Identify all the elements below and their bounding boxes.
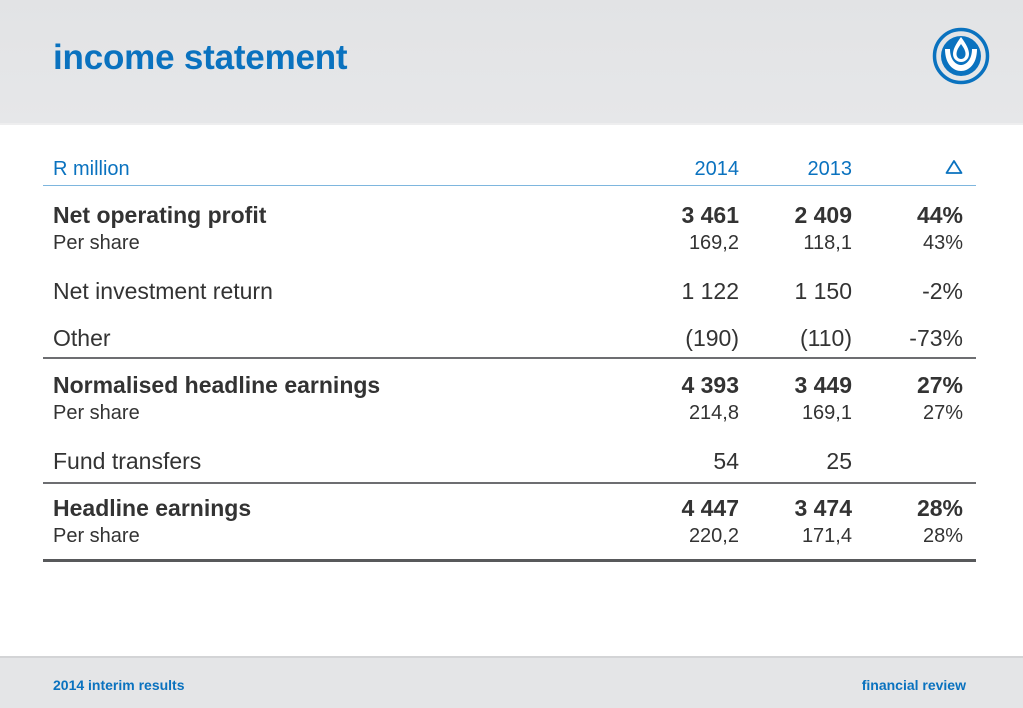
- row-divider: [43, 357, 976, 359]
- row-label: Other: [53, 325, 111, 351]
- cell-delta: 43%: [922, 232, 963, 254]
- table-bottom-rule: [43, 559, 976, 562]
- footer-band: 2014 interim results financial review: [0, 656, 1023, 708]
- cell-2013: (110): [800, 325, 852, 351]
- row-label: Normalised headline earnings: [53, 372, 381, 398]
- cell-delta: 28%: [916, 495, 963, 521]
- footer-left-text: 2014 interim results: [53, 677, 185, 693]
- cell-2014: 4 393: [681, 372, 739, 398]
- cell-delta: 28%: [922, 525, 963, 547]
- cell-2013: 118,1: [803, 232, 852, 254]
- income-statement-table: R million 2014 2013 Net operating profit…: [43, 150, 976, 562]
- row-label: Per share: [53, 402, 140, 424]
- cell-2014: 54: [713, 448, 739, 474]
- row-label: Per share: [53, 525, 140, 547]
- group-net-operating-profit: Net operating profit 3 461 2 409 44% Per…: [43, 202, 976, 258]
- cell-2014: 220,2: [688, 525, 739, 547]
- table-row: Net operating profit 3 461 2 409 44%: [43, 202, 976, 232]
- table-row: Headline earnings 4 447 3 474 28%: [43, 495, 976, 525]
- table-row: Net investment return 1 122 1 150 -2%: [43, 278, 976, 308]
- cell-2014: 4 447: [681, 495, 739, 521]
- cell-2014: 214,8: [688, 402, 739, 424]
- table-row: Normalised headline earnings 4 393 3 449…: [43, 372, 976, 402]
- row-label: Per share: [53, 232, 140, 254]
- header-band: income statement: [0, 0, 1023, 125]
- table-row: Other (190) (110) -73%: [43, 325, 976, 355]
- cell-delta: 44%: [916, 202, 963, 228]
- table-row: Fund transfers 54 25: [43, 448, 976, 478]
- row-divider: [43, 482, 976, 484]
- cell-delta: 27%: [922, 402, 963, 424]
- group-fund-transfers: Fund transfers 54 25: [43, 448, 976, 478]
- cell-2013: 169,1: [801, 402, 852, 424]
- row-label: Headline earnings: [53, 495, 252, 521]
- cell-delta: -73%: [909, 325, 963, 351]
- cell-2014: 1 122: [681, 278, 739, 304]
- column-header-label: R million: [53, 158, 130, 180]
- cell-2013: 3 449: [794, 372, 852, 398]
- column-header-2014: 2014: [694, 158, 740, 180]
- group-headline-earnings: Headline earnings 4 447 3 474 28% Per sh…: [43, 495, 976, 551]
- group-normalised-headline-earnings: Normalised headline earnings 4 393 3 449…: [43, 372, 976, 428]
- row-label: Net operating profit: [53, 202, 267, 228]
- table-row: Per share 169,2 118,1 43%: [43, 232, 976, 258]
- cell-2013: 1 150: [794, 278, 852, 304]
- column-header-delta: [945, 158, 963, 181]
- cell-2013: 2 409: [794, 202, 852, 228]
- cell-delta: 27%: [916, 372, 963, 398]
- footer-right-text: financial review: [861, 677, 966, 693]
- cell-2013: 25: [826, 448, 852, 474]
- cell-2013: 3 474: [794, 495, 852, 521]
- table-row: Per share 220,2 171,4 28%: [43, 525, 976, 551]
- table-row: Per share 214,8 169,1 27%: [43, 402, 976, 428]
- group-other: Other (190) (110) -73%: [43, 325, 976, 355]
- column-header-2013: 2013: [807, 158, 853, 180]
- sanlam-logo-icon: [932, 27, 990, 85]
- cell-2014: 3 461: [681, 202, 739, 228]
- cell-2014: 169,2: [688, 232, 739, 254]
- table-header: R million 2014 2013: [43, 150, 976, 186]
- cell-2013: 171,4: [801, 525, 852, 547]
- group-net-investment-return: Net investment return 1 122 1 150 -2%: [43, 278, 976, 308]
- cell-delta: -2%: [922, 278, 963, 304]
- row-label: Net investment return: [53, 278, 273, 304]
- cell-2014: (190): [685, 325, 739, 351]
- page-title: income statement: [53, 38, 348, 77]
- row-label: Fund transfers: [53, 448, 202, 474]
- delta-triangle-icon: [945, 160, 963, 174]
